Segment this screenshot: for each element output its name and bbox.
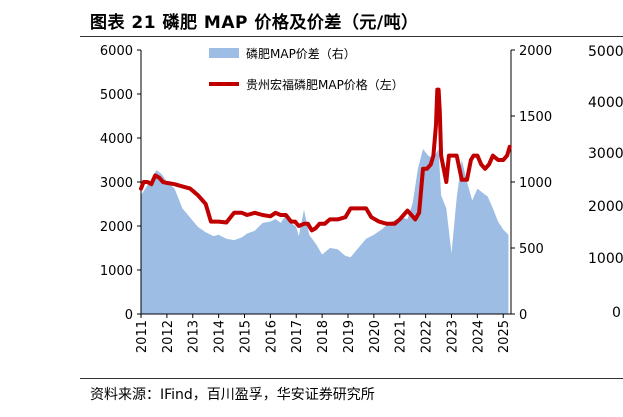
right-tick-label: 500 xyxy=(519,242,544,257)
neighbor-tick-3000: 3000 xyxy=(588,146,623,162)
source-note: 资料来源：IFind，百川盈孚，华安证券研究所 xyxy=(90,387,375,403)
x-tick-label: 2014 xyxy=(213,320,228,353)
x-tick-label: 2019 xyxy=(342,320,357,353)
title-rule xyxy=(80,36,623,37)
left-tick-label: 3000 xyxy=(100,176,133,191)
neighbor-tick-2000: 2000 xyxy=(588,199,623,215)
left-tick-label: 0 xyxy=(125,308,133,323)
x-tick-label: 2011 xyxy=(135,320,150,353)
plot-area: 0 1000 2000 3000 4000 5000 6000 0 500 1000 1500 200… xyxy=(100,44,552,353)
right-tick-label: 1500 xyxy=(519,110,552,125)
left-tick-label: 1000 xyxy=(100,264,133,279)
neighbor-tick-0: 0 xyxy=(612,305,621,321)
chart-canvas: 0 1000 2000 3000 4000 5000 6000 0 500 1000 1500 200… xyxy=(100,44,552,353)
x-tick-label: 2024 xyxy=(471,320,486,353)
neighbor-tick-5000: 5000 xyxy=(588,44,623,60)
right-tick-label: 2000 xyxy=(519,44,552,59)
source-rule xyxy=(80,378,623,379)
left-tick-label: 2000 xyxy=(100,220,133,235)
x-tick-label: 2020 xyxy=(368,320,383,353)
left-tick-label: 6000 xyxy=(100,44,133,59)
x-tick-label: 2012 xyxy=(161,320,176,353)
x-tick-label: 2018 xyxy=(316,320,331,353)
x-tick-label: 2021 xyxy=(394,320,409,353)
x-tick-label: 2015 xyxy=(238,320,253,353)
x-tick-label: 2013 xyxy=(187,320,202,353)
left-tick-label: 5000 xyxy=(100,88,133,103)
neighbor-tick-1000: 1000 xyxy=(588,251,623,267)
chart-title: 图表 21 磷肥 MAP 价格及价差（元/吨） xyxy=(90,13,419,33)
legend-swatch-area xyxy=(209,48,239,58)
series-area-map-spread xyxy=(141,149,509,314)
neighbor-tick-4000: 4000 xyxy=(588,95,623,111)
x-tick-label: 2017 xyxy=(290,320,305,353)
x-tick-label: 2023 xyxy=(445,320,460,353)
x-tick-label: 2016 xyxy=(264,320,279,353)
right-tick-label: 1000 xyxy=(519,176,552,191)
series-line-map-price xyxy=(139,87,512,233)
x-tick-label: 2022 xyxy=(420,320,435,353)
x-tick-label: 2025 xyxy=(497,320,512,353)
legend-label-line: 贵州宏福磷肥MAP价格（左） xyxy=(246,77,404,92)
right-tick-label: 0 xyxy=(519,308,527,323)
left-tick-label: 4000 xyxy=(100,132,133,147)
legend-label-area: 磷肥MAP价差（右） xyxy=(246,46,356,61)
